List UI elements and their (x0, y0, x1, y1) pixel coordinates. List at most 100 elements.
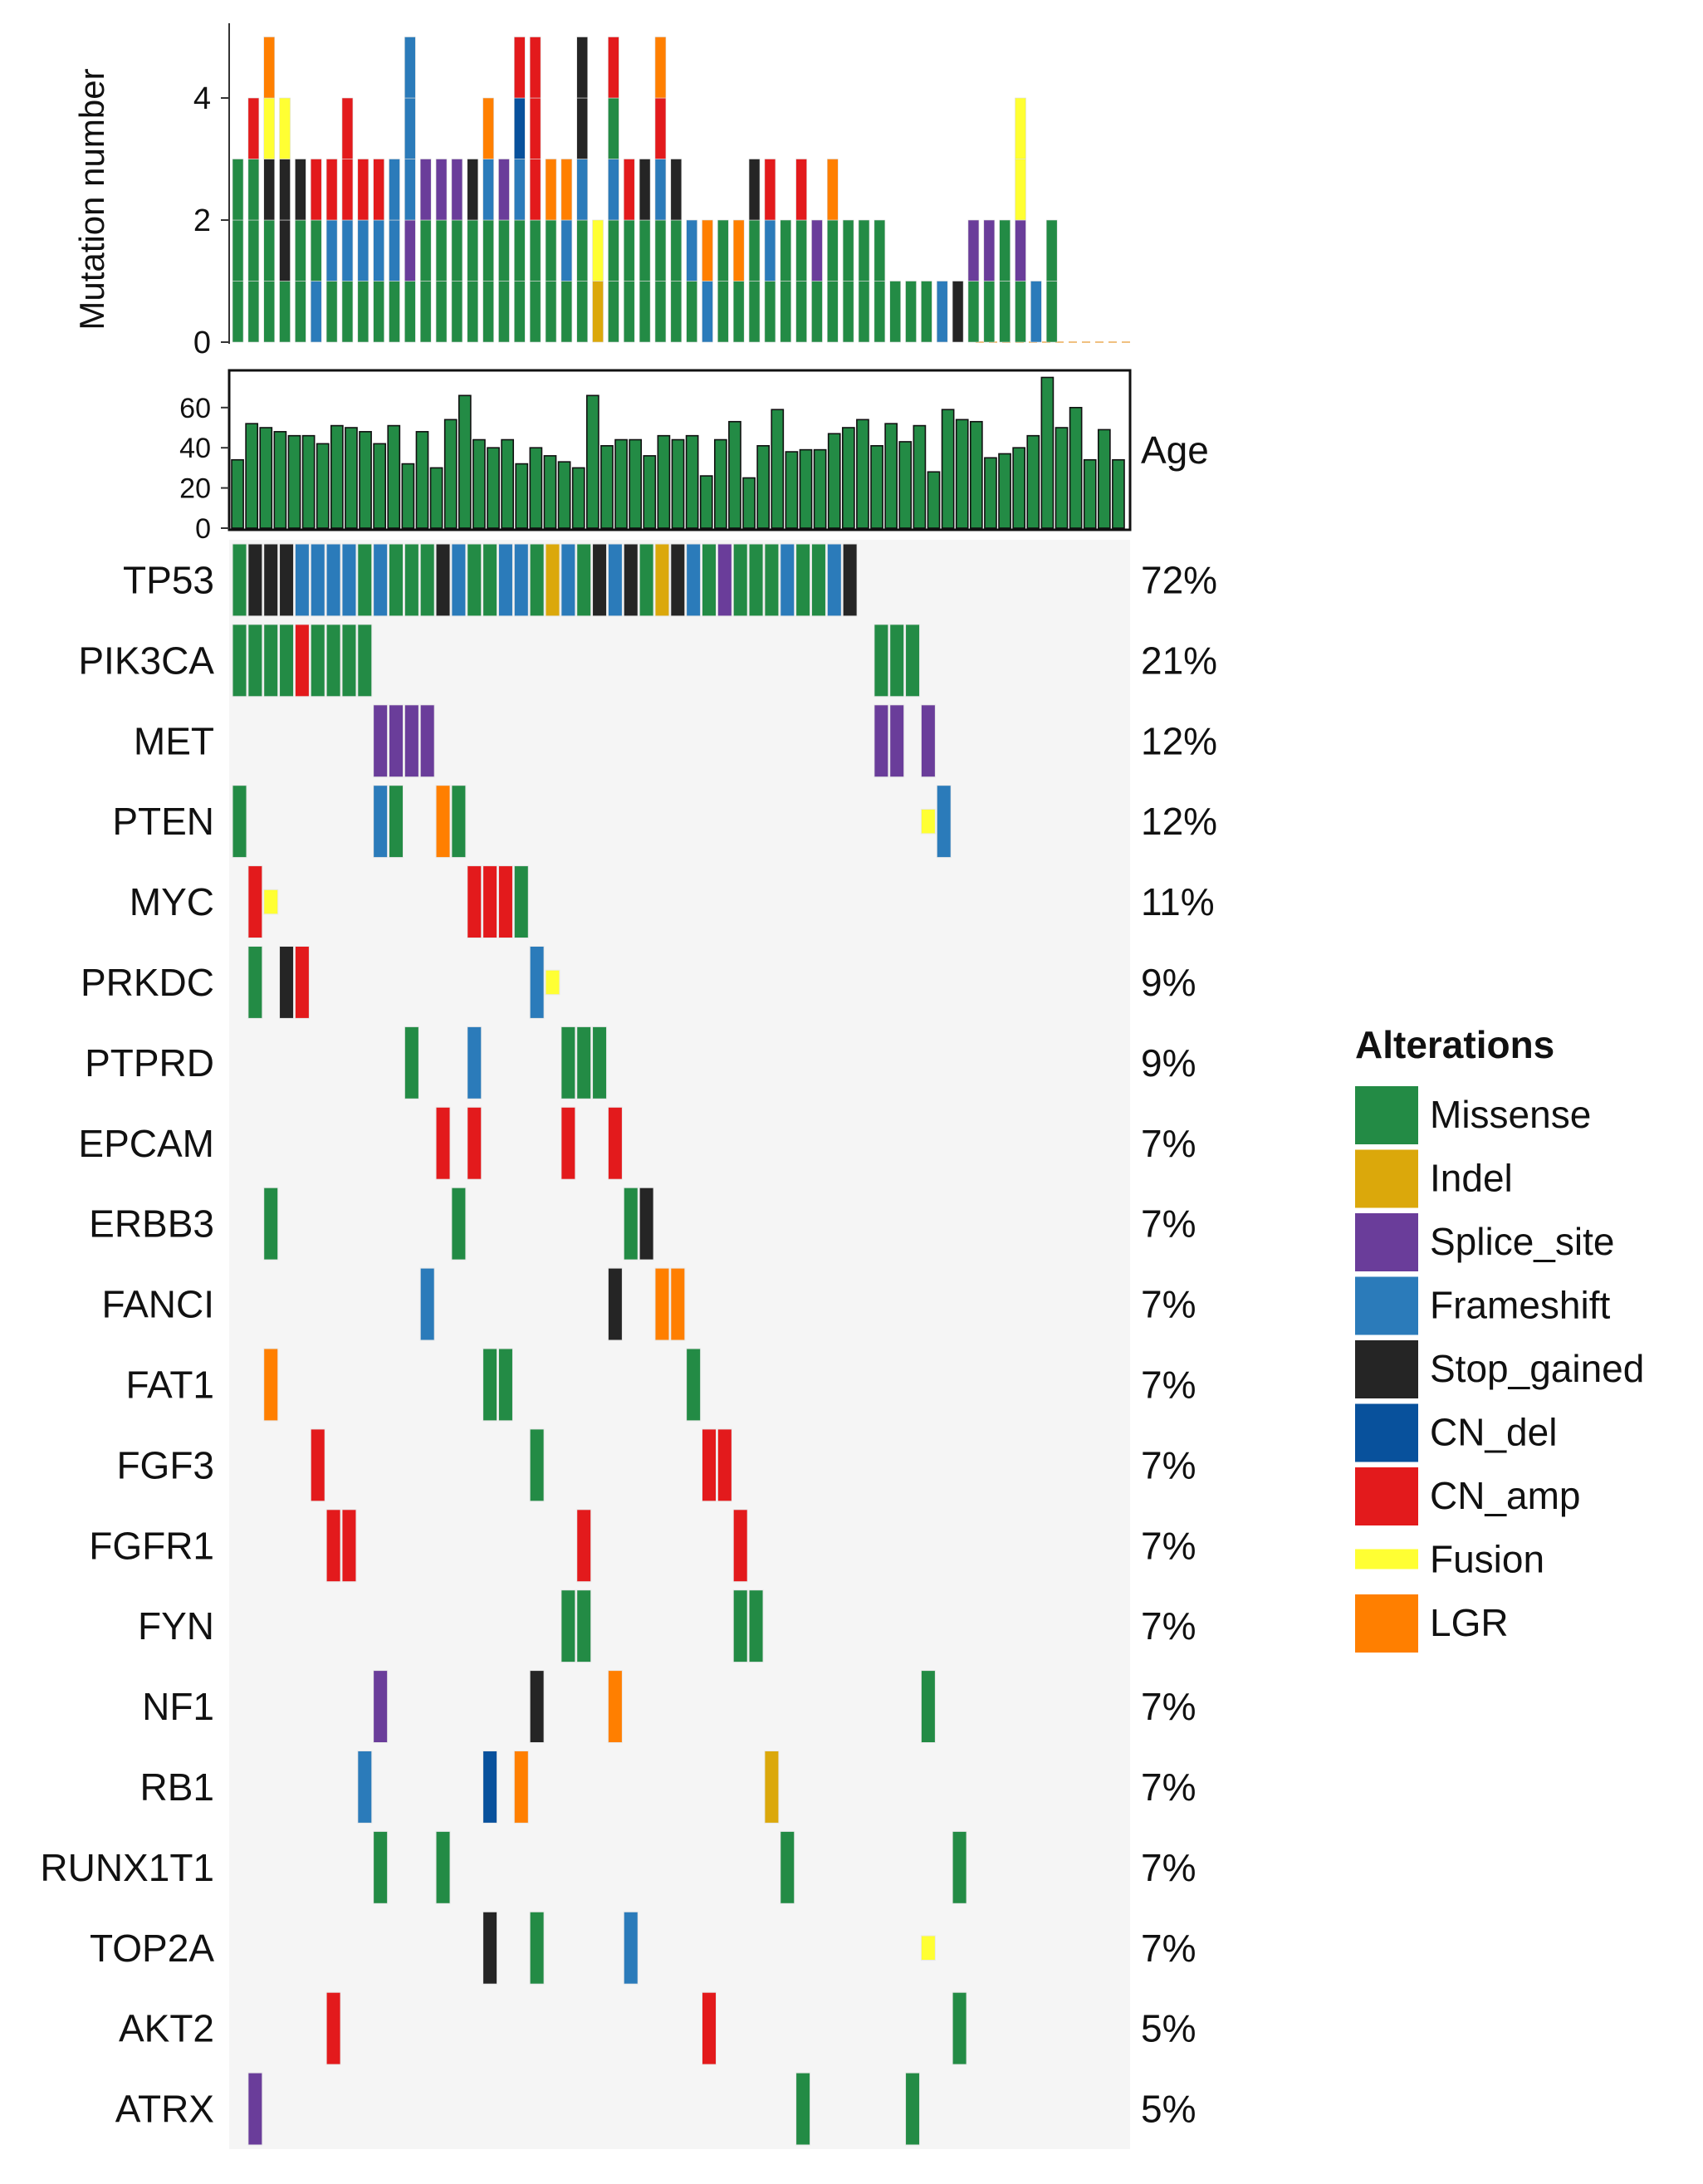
alteration-cell (513, 865, 529, 938)
gene-percent: 11% (1141, 880, 1215, 923)
alteration-cell (623, 1911, 639, 1985)
age-bar (1112, 458, 1125, 529)
mutation-bar-segment (560, 219, 573, 282)
age-bar (671, 438, 685, 529)
age-bar (501, 438, 515, 529)
age-bar (245, 423, 259, 529)
mutation-bar-segment (1015, 219, 1026, 282)
mutation-bar-segment (325, 219, 338, 282)
gene-label: FGFR1 (89, 1524, 214, 1567)
age-bar (813, 448, 827, 529)
gene-label: NF1 (142, 1685, 214, 1728)
alteration-cell (482, 1751, 498, 1824)
alteration-cell (639, 1187, 654, 1261)
alteration-cell (404, 704, 419, 778)
mutation-bar-segment (357, 219, 369, 282)
mutation-bar-segment (247, 219, 260, 282)
mutation-bar-segment (325, 281, 338, 343)
mutation-bar-segment (811, 281, 823, 343)
age-bar (785, 451, 799, 529)
alteration-cell (874, 624, 889, 698)
oncoprint-matrix: TP53 72% PIK3CA 21% MET 12% PTEN 12% MYC 11% PRKDC… (40, 540, 1217, 2149)
alteration-cell (920, 1670, 936, 1743)
alteration-cell (920, 1935, 936, 1961)
mutation-bar-segment (826, 159, 839, 221)
age-bar (699, 475, 713, 529)
gene-row-pten: PTEN 12% (112, 785, 1217, 859)
alteration-cell (780, 543, 795, 617)
mutation-bar-segment (639, 219, 651, 282)
mutation-bar-segment (639, 281, 651, 343)
age-bar (359, 431, 372, 529)
age-bars (231, 376, 1125, 529)
alteration-cell (279, 543, 295, 617)
gene-percent: 7% (1141, 1524, 1196, 1567)
mutation-bar-segment (498, 219, 510, 282)
gene-rows: TP53 72% PIK3CA 21% MET 12% PTEN 12% MYC 11% PRKDC… (40, 543, 1217, 2146)
mutation-bar-segment (295, 281, 306, 343)
mutation-bar-segment (1015, 281, 1026, 343)
alteration-cell (294, 946, 310, 1019)
mutation-bar-segment (795, 281, 807, 343)
mutation-bar-segment (576, 219, 589, 282)
mutation-bar-segment (686, 219, 697, 282)
mutation-bar-segment (654, 97, 667, 159)
mutation-bar-segment (858, 219, 870, 282)
legend-label: Frameshift (1430, 1284, 1610, 1327)
alteration-cell (842, 543, 858, 617)
alteration-cell (654, 1267, 670, 1341)
legend-label: Stop_gained (1430, 1347, 1644, 1390)
mutation-bar-segment (702, 219, 713, 282)
legend-swatch (1355, 1340, 1418, 1398)
mutation-bar-segment (764, 219, 776, 282)
legend-swatch (1355, 1086, 1418, 1144)
alteration-cell (451, 785, 467, 859)
mutation-bar-segment (513, 159, 526, 221)
age-bar (629, 438, 643, 529)
alteration-cell (826, 543, 842, 617)
mutation-bar-segment (780, 219, 792, 282)
mutation-bar-segment (404, 219, 416, 282)
gene-percent: 72% (1141, 558, 1217, 601)
gene-row-erbb3: ERBB3 7% (89, 1187, 1196, 1261)
alteration-cell (373, 704, 389, 778)
alteration-cell (294, 624, 310, 698)
mutation-bar-segment (451, 281, 463, 343)
mutation-bar-segment (435, 281, 448, 343)
alteration-cell (795, 543, 811, 617)
mutation-bar-segment (295, 159, 306, 221)
mutation-bar-segment (498, 281, 510, 343)
alteration-cell (435, 785, 451, 859)
alteration-cell (654, 543, 670, 617)
gene-percent: 7% (1141, 1202, 1196, 1246)
alteration-cell (920, 704, 936, 778)
mutation-bar-segment (310, 219, 322, 282)
alteration-cell (341, 624, 357, 698)
alteration-cell (576, 1026, 592, 1099)
age-bar (443, 419, 458, 529)
gene-row-nf1: NF1 7% (142, 1670, 1196, 1743)
alteration-cell (810, 543, 826, 617)
alteration-cell (545, 543, 560, 617)
gene-row-pik3ca: PIK3CA 21% (78, 624, 1217, 698)
gene-label: EPCAM (78, 1122, 214, 1165)
age-bar (614, 438, 628, 529)
age-bar (515, 463, 529, 529)
alteration-cell (639, 543, 654, 617)
mutation-bar-segment (529, 37, 541, 99)
mutation-bar-segment (404, 159, 416, 221)
mutation-bar-segment (608, 159, 619, 221)
mutation-bar-segment (560, 281, 573, 343)
mutation-bar-segment (702, 281, 713, 343)
alteration-cell (529, 1428, 545, 1502)
alteration-cell (952, 1830, 967, 1904)
age-bar (330, 424, 344, 529)
mutation-bar-segment (764, 159, 776, 221)
alteration-cell (513, 1751, 529, 1824)
age-bar (259, 427, 273, 529)
alteration-cell (623, 543, 639, 617)
alteration-cell (889, 624, 905, 698)
age-bar (884, 423, 898, 529)
age-bar (1097, 428, 1111, 529)
alteration-cell (670, 1267, 686, 1341)
